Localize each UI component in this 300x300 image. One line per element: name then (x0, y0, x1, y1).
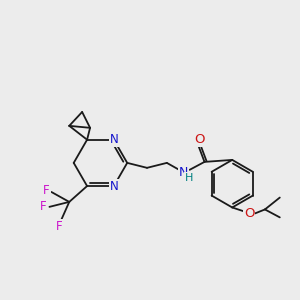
Text: H: H (184, 173, 193, 183)
Text: O: O (194, 133, 205, 146)
Text: F: F (56, 220, 63, 233)
Text: N: N (179, 166, 188, 179)
Text: N: N (110, 179, 118, 193)
Text: F: F (40, 200, 47, 213)
Text: F: F (43, 184, 50, 196)
Text: O: O (244, 207, 254, 220)
Text: N: N (110, 133, 118, 146)
